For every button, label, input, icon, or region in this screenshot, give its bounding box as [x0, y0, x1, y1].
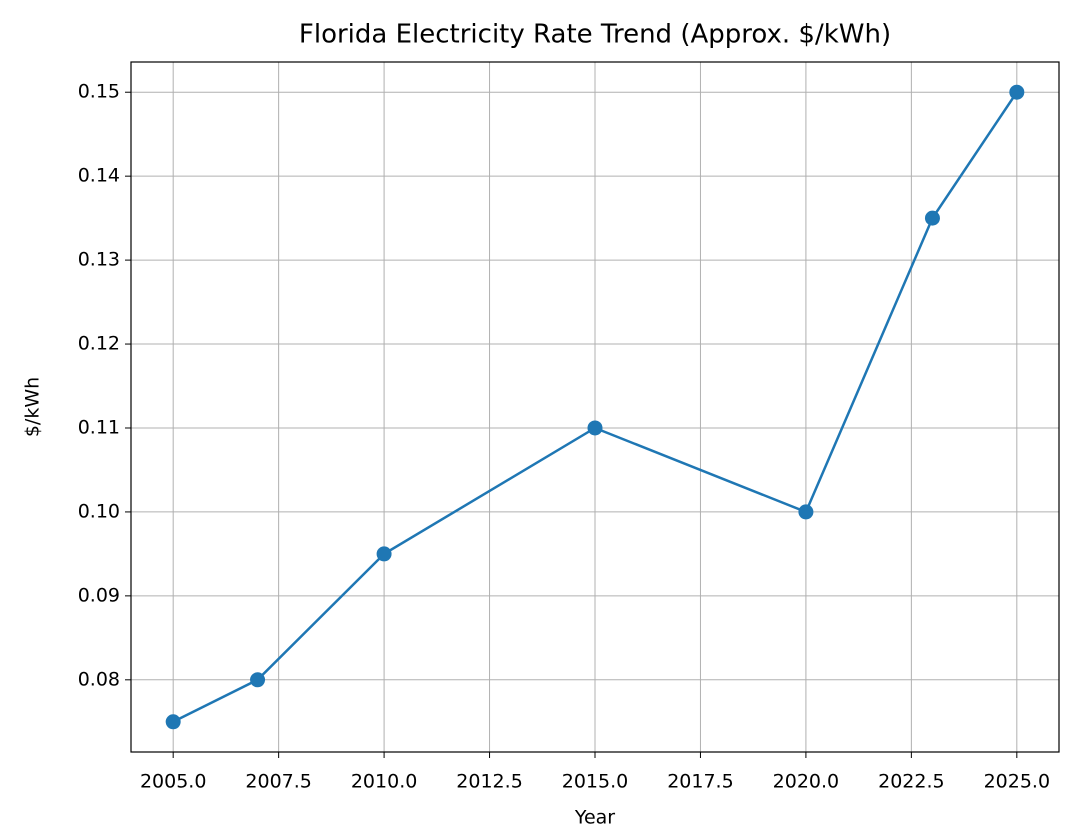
x-tick-label: 2025.0 [984, 771, 1050, 793]
y-axis-label: $/kWh [22, 377, 44, 437]
y-tick-label: 0.10 [78, 500, 120, 522]
marker [250, 672, 266, 688]
x-tick-label: 2020.0 [773, 771, 839, 793]
y-tick-label: 0.09 [78, 584, 120, 606]
chart-title: Florida Electricity Rate Trend (Approx. … [299, 20, 891, 50]
x-tick-label: 2012.5 [456, 771, 522, 793]
y-tick-label: 0.15 [78, 81, 120, 103]
x-axis-label: Year [574, 807, 615, 829]
y-tick-label: 0.12 [78, 333, 120, 355]
marker [587, 420, 603, 436]
x-tick-label: 2022.5 [878, 771, 944, 793]
marker [798, 504, 814, 520]
x-tick-label: 2010.0 [351, 771, 417, 793]
marker [165, 714, 181, 730]
x-tick-label: 2017.5 [667, 771, 733, 793]
marker [924, 210, 940, 226]
x-tick-label: 2015.0 [562, 771, 628, 793]
marker [376, 546, 392, 562]
marker [1009, 84, 1025, 100]
y-tick-label: 0.13 [78, 249, 120, 271]
plot-frame [130, 61, 1060, 753]
y-tick-label: 0.08 [78, 668, 120, 690]
x-tick-label: 2005.0 [140, 771, 206, 793]
y-tick-label: 0.14 [78, 165, 120, 187]
y-tick-label: 0.11 [78, 416, 120, 438]
x-tick-label: 2007.5 [245, 771, 311, 793]
